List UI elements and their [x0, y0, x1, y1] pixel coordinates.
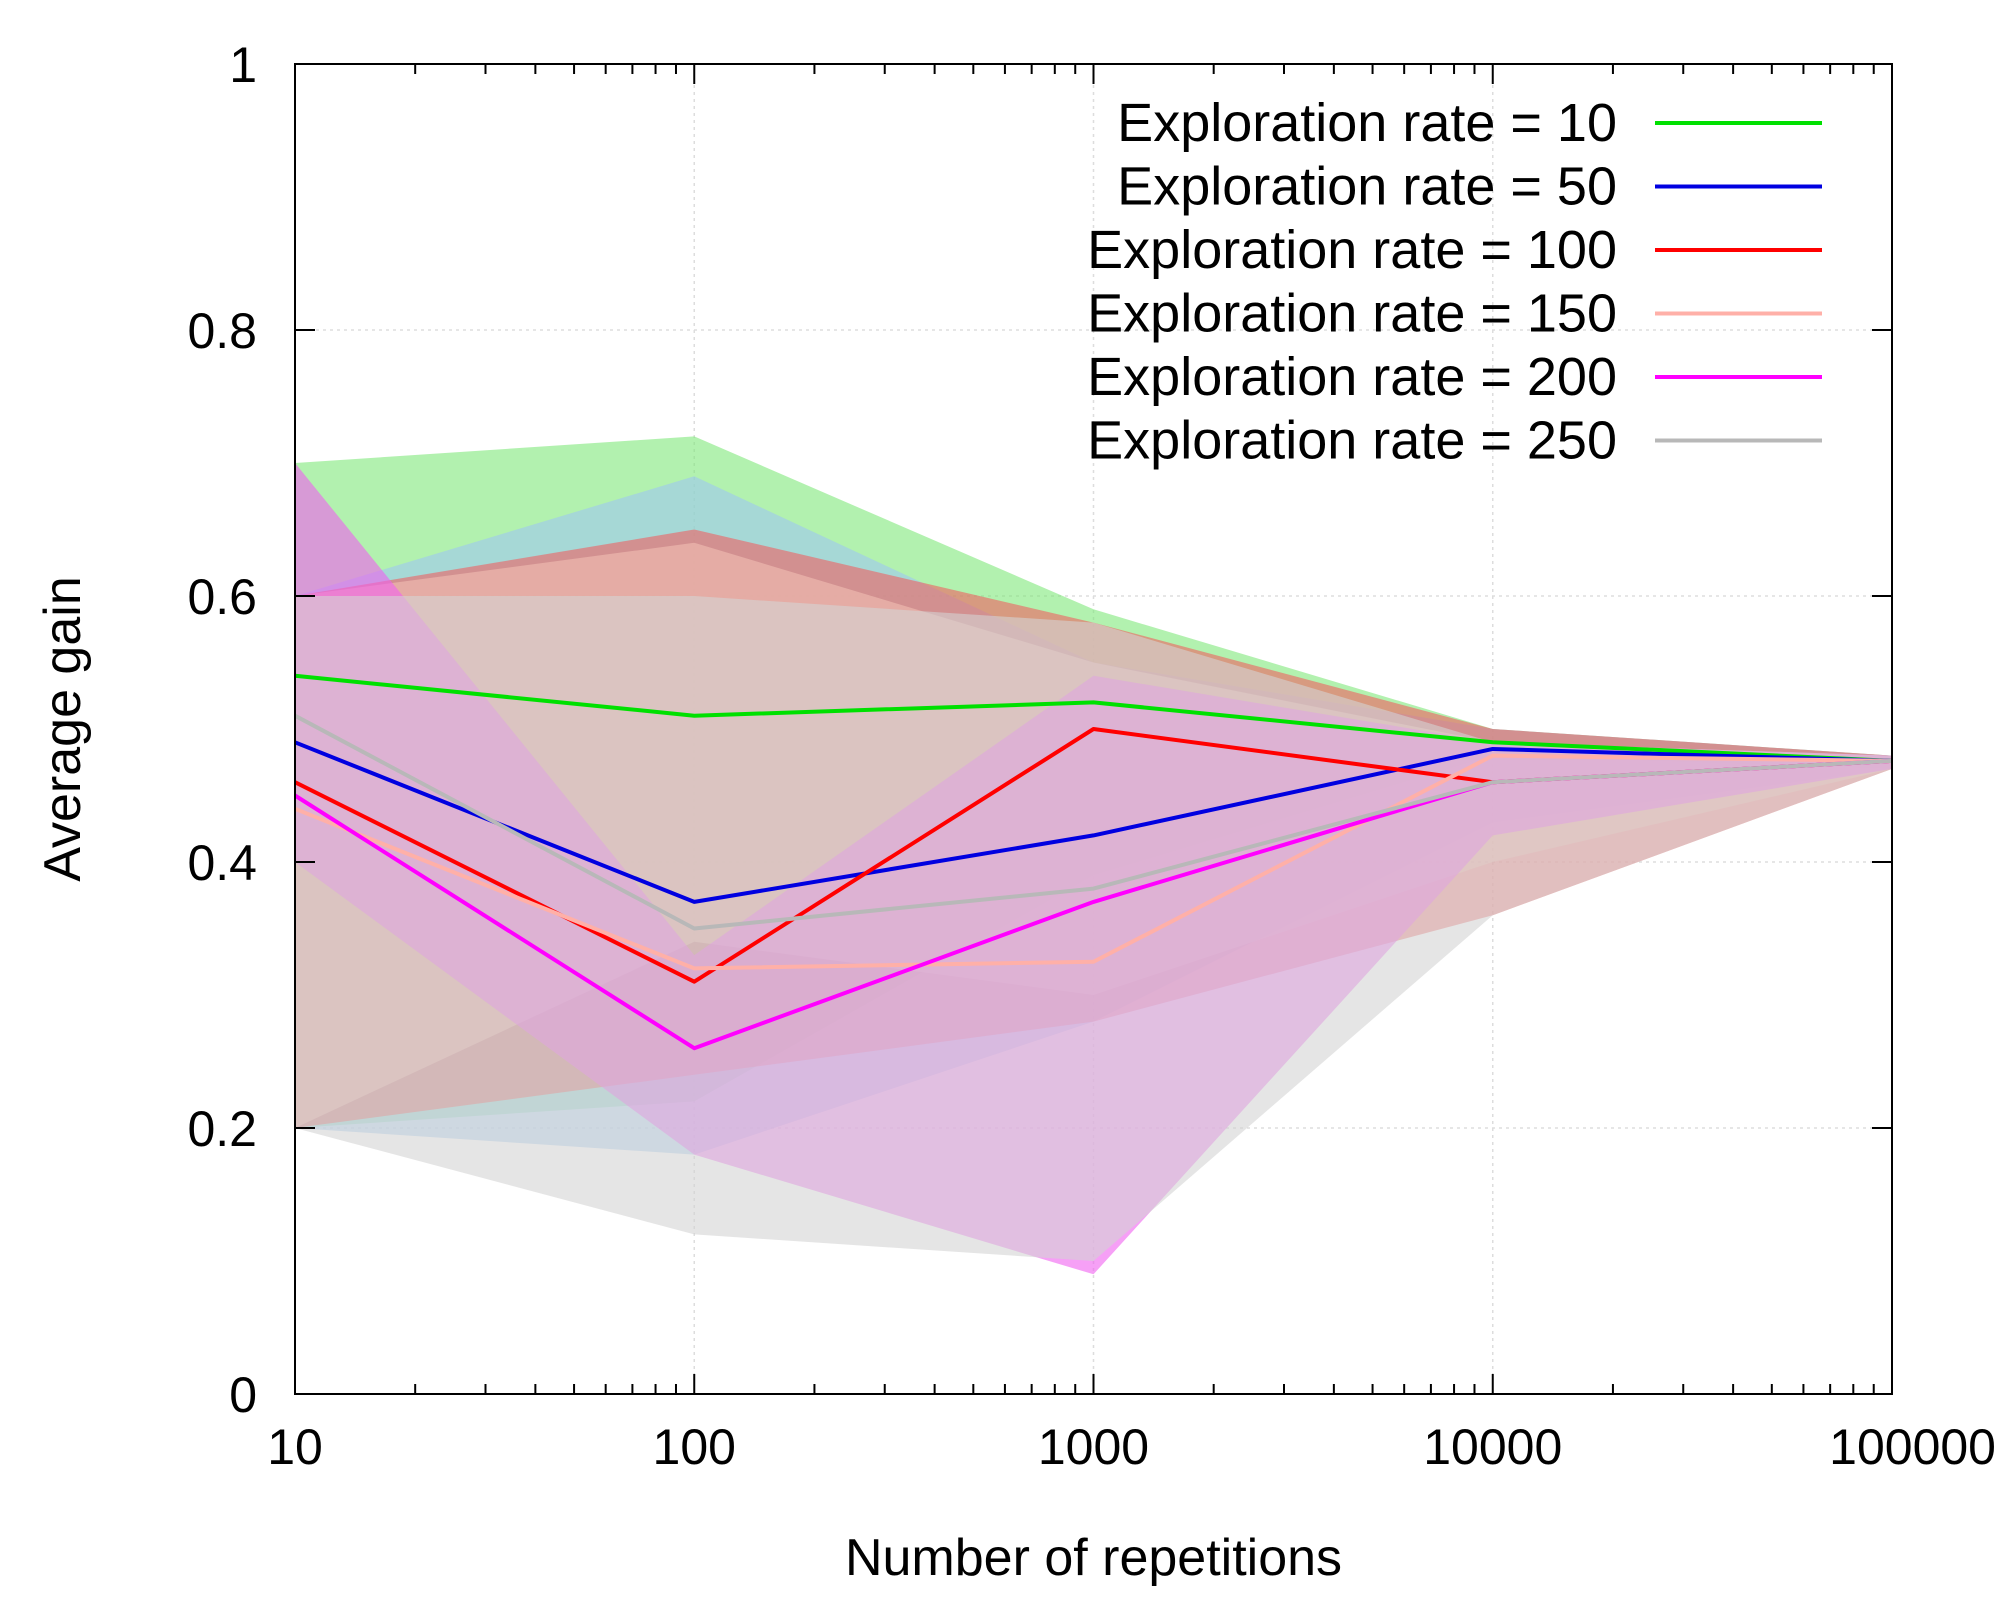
y-axis-title: Average gain — [34, 576, 92, 882]
series-lines — [293, 673, 1893, 1051]
line-series-1 — [294, 673, 1893, 763]
confidence-bands — [295, 436, 1892, 1275]
legend-label-series-3: Exploration rate = 100 — [1087, 220, 1617, 280]
legend-label-series-6: Exploration rate = 250 — [1087, 411, 1617, 471]
legend-label-series-1: Exploration rate = 10 — [1117, 93, 1617, 153]
line-series-4 — [294, 753, 1893, 971]
legend-label-series-5: Exploration rate = 200 — [1087, 347, 1617, 407]
y-tick-label: 0.8 — [187, 303, 257, 359]
legend-label-series-2: Exploration rate = 50 — [1117, 157, 1617, 217]
band-series-6 — [295, 596, 1892, 1261]
line-series-6 — [294, 713, 1893, 931]
x-axis-title: Number of repetitions — [845, 1529, 1342, 1587]
y-tick-labels: 0 0.2 0.4 0.6 0.8 1 — [187, 37, 257, 1423]
y-tick-label: 0.6 — [187, 569, 257, 625]
y-tick-label: 0.2 — [187, 1101, 257, 1157]
x-tick-label: 1000 — [1038, 1419, 1149, 1475]
legend-label-series-4: Exploration rate = 150 — [1087, 284, 1617, 344]
y-tick-label: 0.4 — [187, 835, 257, 891]
x-tick-label: 100 — [653, 1419, 736, 1475]
x-tick-label: 10000 — [1423, 1419, 1562, 1475]
y-tick-label: 1 — [229, 37, 257, 93]
y-tick-label: 0 — [229, 1367, 257, 1423]
line-series-2 — [294, 740, 1893, 904]
x-tick-label: 10 — [267, 1419, 323, 1475]
x-tick-labels: 10 100 1000 10000 100000 — [267, 1419, 1996, 1475]
x-tick-label: 100000 — [1829, 1419, 1996, 1475]
axis-ticks — [294, 63, 1892, 1395]
